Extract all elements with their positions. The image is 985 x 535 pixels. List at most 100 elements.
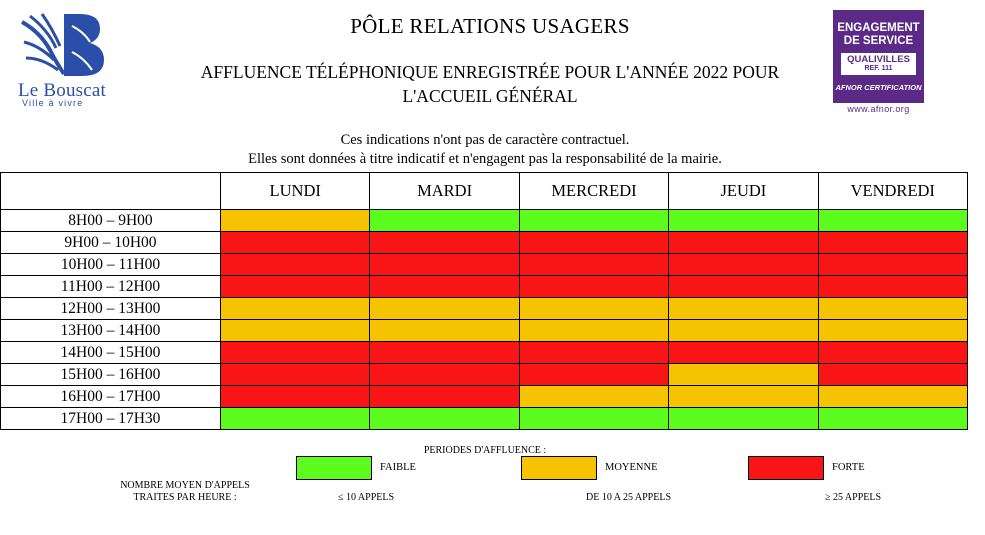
range-faible: ≤ 10 APPELS: [338, 492, 395, 503]
affluence-cell-forte: [219, 363, 371, 386]
range-moyenne: DE 10 A 25 APPELS: [586, 492, 672, 503]
legend-label-faible: FAIBLE: [380, 462, 416, 473]
affluence-cell-moyenne: [668, 297, 819, 320]
table-row: 10H00 – 11H00: [0, 253, 969, 276]
legend-swatch-faible: [296, 456, 372, 480]
affluence-cell-forte: [518, 275, 670, 298]
afnor-url: www.afnor.org: [847, 104, 910, 114]
badge-box: QUALIVILLES REF. 111: [841, 53, 916, 75]
affluence-cell-forte: [219, 231, 371, 254]
affluence-cell-moyenne: [668, 319, 819, 342]
affluence-cell-forte: [518, 363, 670, 386]
legend-label-forte: FORTE: [832, 462, 865, 473]
affluence-cell-faible: [369, 407, 520, 430]
affluence-cell-moyenne: [518, 319, 670, 342]
affluence-cell-forte: [369, 341, 520, 364]
affluence-cell-moyenne: [518, 297, 670, 320]
time-slot-cell: 11H00 – 12H00: [0, 275, 221, 298]
time-slot-cell: 12H00 – 13H00: [0, 297, 221, 320]
table-header-row: LUNDI MARDI MERCREDI JEUDI VENDREDI: [0, 172, 969, 210]
time-slot-cell: 17H00 – 17H30: [0, 407, 221, 430]
affluence-cell-forte: [369, 363, 520, 386]
affluence-cell-faible: [518, 407, 670, 430]
day-header: JEUDI: [668, 172, 819, 210]
affluence-cell-forte: [369, 385, 520, 408]
affluence-cell-forte: [369, 275, 520, 298]
affluence-cell-faible: [369, 209, 520, 232]
affluence-cell-moyenne: [817, 385, 969, 408]
qualivilles-badge: ENGAGEMENT DE SERVICE QUALIVILLES REF. 1…: [833, 10, 924, 103]
affluence-cell-faible: [518, 209, 670, 232]
badge-certification: AFNOR CERTIFICATION: [835, 83, 922, 92]
affluence-cell-forte: [817, 363, 969, 386]
subtitle-line-2: L'ACCUEIL GÉNÉRAL: [402, 86, 578, 106]
subtitle-line-1: AFFLUENCE TÉLÉPHONIQUE ENREGISTRÉE POUR …: [200, 62, 780, 82]
affluence-cell-forte: [817, 275, 969, 298]
table-body: 8H00 – 9H00 9H00 – 10H00 10H00 – 11H00 11H0…: [0, 209, 969, 430]
day-header: MARDI: [369, 172, 520, 210]
table-row: 12H00 – 13H00: [0, 297, 969, 320]
time-slot-cell: 13H00 – 14H00: [0, 319, 221, 342]
affluence-cell-forte: [668, 253, 819, 276]
affluence-cell-faible: [817, 407, 969, 430]
affluence-cell-moyenne: [668, 363, 819, 386]
time-slot-cell: 14H00 – 15H00: [0, 341, 221, 364]
affluence-cell-forte: [817, 231, 969, 254]
page-subtitle: AFFLUENCE TÉLÉPHONIQUE ENREGISTRÉE POUR …: [150, 60, 830, 108]
affluence-cell-forte: [668, 341, 819, 364]
affluence-cell-forte: [817, 341, 969, 364]
time-slot-cell: 8H00 – 9H00: [0, 209, 221, 232]
table-corner-cell: [0, 172, 221, 210]
time-slot-cell: 15H00 – 16H00: [0, 363, 221, 386]
table-row: 9H00 – 10H00: [0, 231, 969, 254]
affluence-cell-forte: [668, 231, 819, 254]
affluence-cell-forte: [219, 341, 371, 364]
legend-swatch-forte: [748, 456, 824, 480]
badge-line-1: ENGAGEMENT: [837, 22, 920, 34]
legend-swatch-moyenne: [521, 456, 597, 480]
affluence-cell-forte: [518, 341, 670, 364]
affluence-cell-moyenne: [518, 385, 670, 408]
table-row: 8H00 – 9H00: [0, 209, 969, 232]
range-forte: ≥ 25 APPELS: [825, 492, 882, 503]
affluence-cell-forte: [817, 253, 969, 276]
day-header: MERCREDI: [518, 172, 670, 210]
affluence-cell-forte: [369, 253, 520, 276]
affluence-cell-moyenne: [817, 319, 969, 342]
legend-title: PERIODES D'AFFLUENCE :: [423, 445, 547, 456]
table-row: 17H00 – 17H30: [0, 407, 969, 430]
day-header: LUNDI: [219, 172, 371, 210]
page-title: PÔLE RELATIONS USAGERS: [350, 14, 630, 38]
affluence-cell-moyenne: [369, 297, 520, 320]
affluence-cell-moyenne: [219, 319, 371, 342]
affluence-cell-moyenne: [219, 297, 371, 320]
affluence-cell-forte: [219, 253, 371, 276]
time-slot-cell: 16H00 – 17H00: [0, 385, 221, 408]
calls-label-line-1: NOMBRE MOYEN D'APPELS: [120, 480, 250, 491]
affluence-cell-forte: [518, 253, 670, 276]
day-header: VENDREDI: [817, 172, 969, 210]
badge-box-ref: REF. 111: [864, 65, 893, 72]
affluence-cell-forte: [219, 385, 371, 408]
affluence-cell-moyenne: [817, 297, 969, 320]
table-row: 16H00 – 17H00: [0, 385, 969, 408]
calls-label-line-2: TRAITES PAR HEURE :: [133, 492, 237, 503]
time-slot-cell: 9H00 – 10H00: [0, 231, 221, 254]
affluence-table: LUNDI MARDI MERCREDI JEUDI VENDREDI 8H00…: [0, 172, 969, 430]
affluence-cell-forte: [518, 231, 670, 254]
affluence-cell-faible: [817, 209, 969, 232]
disclaimer-notice: Ces indications n'ont pas de caractère c…: [120, 131, 850, 169]
affluence-cell-faible: [219, 407, 371, 430]
affluence-cell-moyenne: [219, 209, 371, 232]
legend-label-moyenne: MOYENNE: [605, 462, 658, 473]
notice-line-1: Ces indications n'ont pas de caractère c…: [340, 132, 630, 148]
le-bouscat-emblem-icon: [21, 13, 104, 76]
time-slot-cell: 10H00 – 11H00: [0, 253, 221, 276]
logo-name: Le Bouscat: [18, 80, 107, 101]
notice-line-2: Elles sont données à titre indicatif et …: [248, 151, 722, 167]
affluence-cell-faible: [668, 407, 819, 430]
affluence-cell-forte: [668, 275, 819, 298]
calls-per-hour-label: NOMBRE MOYEN D'APPELS TRAITES PAR HEURE …: [100, 480, 270, 504]
table-row: 14H00 – 15H00: [0, 341, 969, 364]
affluence-cell-faible: [668, 209, 819, 232]
